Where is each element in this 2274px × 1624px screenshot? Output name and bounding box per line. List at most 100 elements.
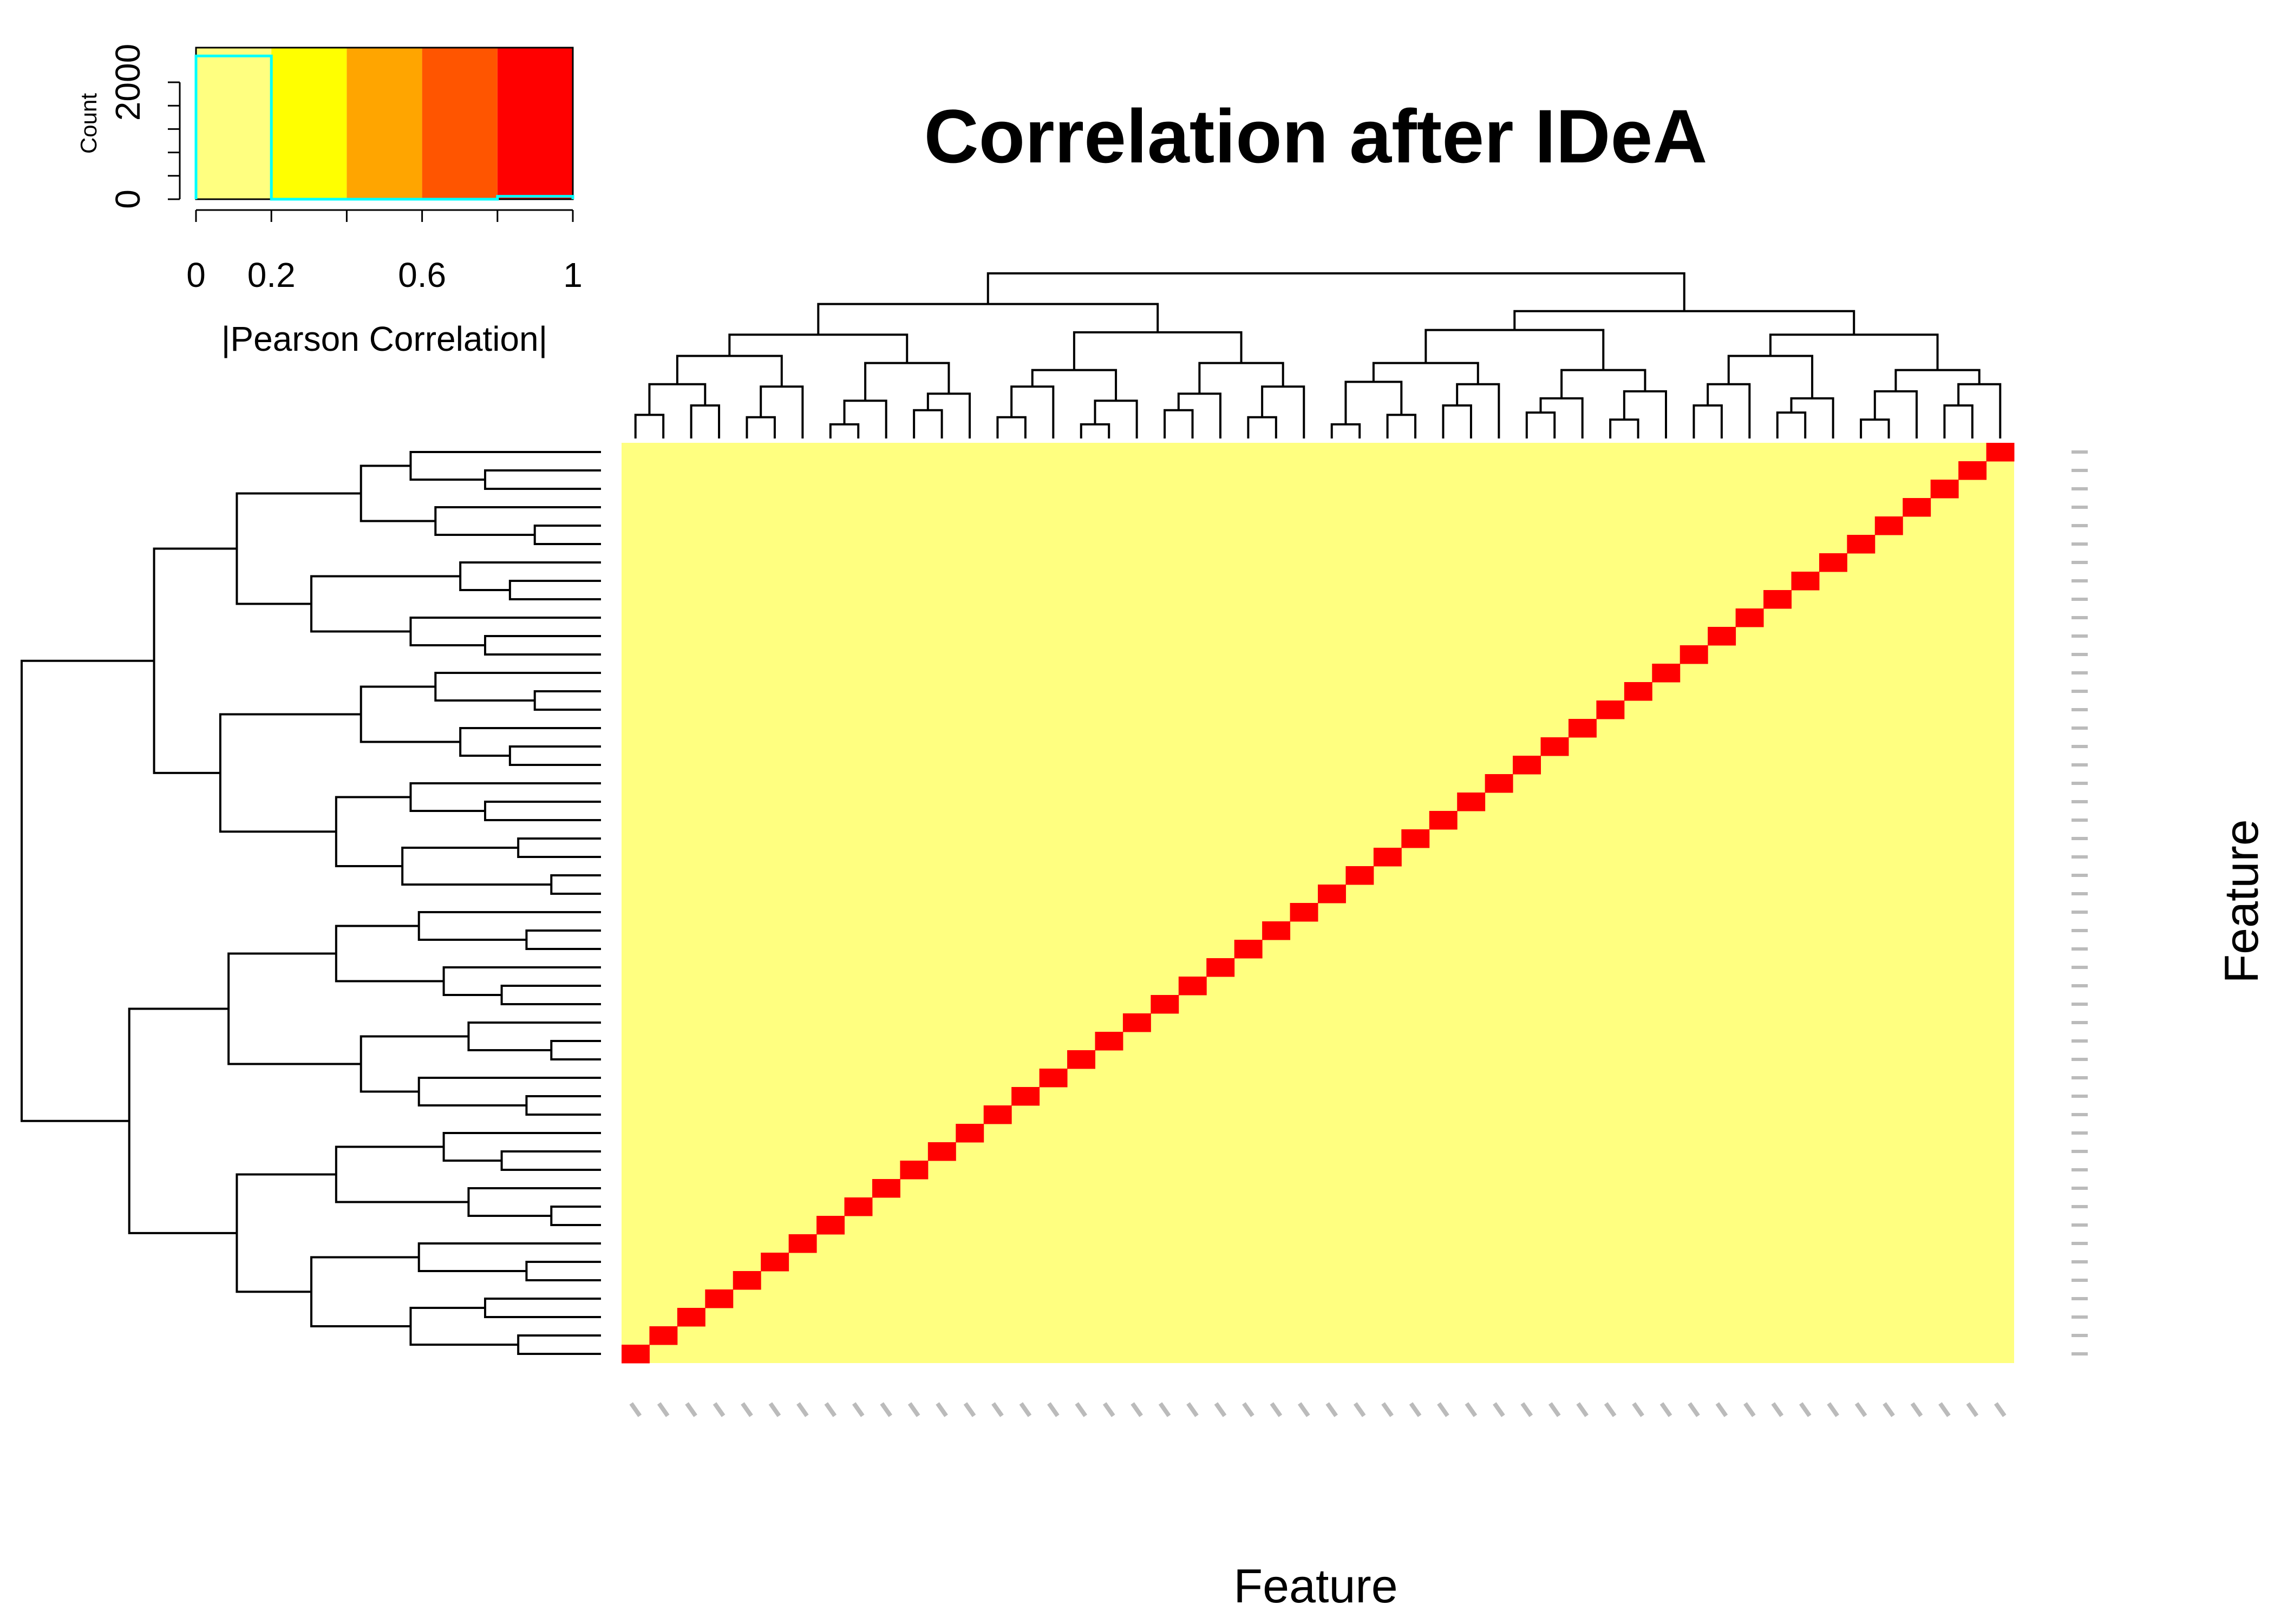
- row-dendrogram-branch: [484, 635, 601, 656]
- column-dendrogram-branch: [1198, 362, 1284, 394]
- column-label-mark: [1075, 1402, 1088, 1417]
- column-label-mark: [1131, 1402, 1143, 1417]
- column-label-mark: [629, 1402, 642, 1417]
- diagonal-cell: [1373, 848, 1402, 867]
- diagonal-cell: [1151, 995, 1179, 1014]
- column-dendrogram-branch: [746, 416, 776, 438]
- diagonal-cell: [1624, 682, 1652, 701]
- column-dendrogram-branch: [1386, 414, 1417, 438]
- column-dendrogram-branch: [1164, 409, 1194, 438]
- column-label-mark: [685, 1402, 697, 1417]
- column-label-mark: [1771, 1402, 1784, 1417]
- row-label-mark: [2072, 634, 2088, 638]
- row-dendrogram-branch: [533, 690, 601, 711]
- column-label-mark: [1102, 1402, 1115, 1417]
- row-dendrogram-branch: [21, 659, 154, 1122]
- row-dendrogram-branch: [550, 1040, 601, 1060]
- row-dendrogram-branch: [508, 580, 601, 600]
- row-label-mark: [2072, 1150, 2088, 1153]
- column-label-mark: [1186, 1402, 1199, 1417]
- diagonal-cell: [1708, 627, 1736, 646]
- row-dendrogram-branch: [417, 1242, 601, 1272]
- column-label-mark: [1353, 1402, 1366, 1417]
- column-label-mark: [1214, 1402, 1227, 1417]
- row-dendrogram-branch: [409, 617, 601, 646]
- row-dendrogram-branch: [525, 1261, 601, 1281]
- diagonal-cell: [705, 1289, 734, 1308]
- column-label-mark: [1019, 1402, 1032, 1417]
- diagonal-cell: [1791, 572, 1820, 591]
- row-dendrogram-branch: [459, 727, 601, 757]
- diagonal-cell: [1903, 498, 1931, 517]
- column-dendrogram-branch: [1080, 423, 1110, 438]
- column-dendrogram-branch: [1330, 423, 1361, 438]
- column-label-mark: [1966, 1402, 1979, 1417]
- column-dendrogram-branch: [1957, 383, 2002, 438]
- column-label-mark: [852, 1402, 865, 1417]
- color-key: 0 2000 Count 0 0.2 0.6 1 |Pearson Correlation|: [76, 44, 583, 358]
- row-label-mark: [2072, 1223, 2088, 1227]
- column-label-mark: [824, 1402, 837, 1417]
- color-key-histogram: [194, 54, 574, 201]
- row-label-mark: [2072, 1242, 2088, 1245]
- column-label-mark: [991, 1402, 1004, 1417]
- row-label-mark: [2072, 1039, 2088, 1043]
- column-dendrogram-branch: [1539, 397, 1584, 438]
- row-label-mark: [2072, 745, 2088, 748]
- column-dendrogram-branch: [913, 409, 943, 438]
- column-dendrogram-branch: [1943, 404, 1974, 438]
- column-label-mark: [1854, 1402, 1867, 1417]
- row-dendrogram-branch: [335, 796, 411, 867]
- color-key-x-tick-label: 0.2: [247, 256, 296, 294]
- row-label-mark: [2072, 947, 2088, 951]
- column-label-mark: [1715, 1402, 1728, 1417]
- row-dendrogram-branch: [517, 1334, 601, 1355]
- diagonal-cell: [1568, 719, 1597, 738]
- row-dendrogram-branch: [500, 1150, 601, 1171]
- column-label-mark: [1799, 1402, 1812, 1417]
- color-key-x-tick-label: 0.6: [398, 256, 446, 294]
- color-key-y-tick-label: 0: [108, 189, 147, 209]
- column-dendrogram-branch: [926, 392, 971, 438]
- row-label-mark: [2072, 1352, 2088, 1355]
- row-label-mark: [2072, 469, 2088, 472]
- column-label-mark: [1297, 1402, 1310, 1417]
- row-dendrogram-branch: [310, 575, 461, 633]
- chart-title: Correlation after IDeA: [924, 94, 1708, 179]
- color-key-x-tick-label: 0: [186, 256, 206, 294]
- row-label-mark: [2072, 542, 2088, 546]
- row-label-mark: [2072, 874, 2088, 877]
- column-feature-labels: [629, 1402, 2007, 1417]
- color-key-y-label: Count: [76, 93, 101, 154]
- row-dendrogram-branch: [525, 929, 601, 950]
- row-dendrogram-branch: [525, 1095, 601, 1116]
- diagonal-cell: [816, 1216, 845, 1235]
- diagonal-cell: [788, 1234, 817, 1253]
- row-label-mark: [2072, 763, 2088, 767]
- row-label-mark: [2072, 800, 2088, 803]
- row-dendrogram-branch: [236, 492, 361, 605]
- column-label-mark: [741, 1402, 753, 1417]
- diagonal-cell: [622, 1345, 650, 1364]
- column-label-mark: [1520, 1402, 1533, 1417]
- row-dendrogram-branch: [508, 745, 601, 766]
- row-label-mark: [2072, 782, 2088, 785]
- row-label-mark: [2072, 524, 2088, 527]
- column-dendrogram-branch: [1513, 310, 1855, 335]
- diagonal-cell: [1874, 516, 1903, 535]
- diagonal-cell: [1345, 866, 1374, 885]
- column-dendrogram-branch: [760, 385, 804, 438]
- column-dendrogram-branch: [1790, 397, 1834, 438]
- row-dendrogram-branch: [484, 1298, 601, 1318]
- column-dendrogram-branch: [1609, 418, 1639, 438]
- column-dendrogram-branch: [1010, 385, 1055, 438]
- diagonal-cell: [1429, 811, 1458, 830]
- row-dendrogram-branch: [417, 911, 601, 941]
- column-dendrogram-branch: [996, 416, 1027, 438]
- column-label-mark: [1437, 1402, 1449, 1417]
- diagonal-cell: [1122, 1013, 1151, 1032]
- color-key-swatch: [196, 48, 272, 199]
- row-dendrogram: [21, 451, 601, 1355]
- row-label-mark: [2072, 818, 2088, 822]
